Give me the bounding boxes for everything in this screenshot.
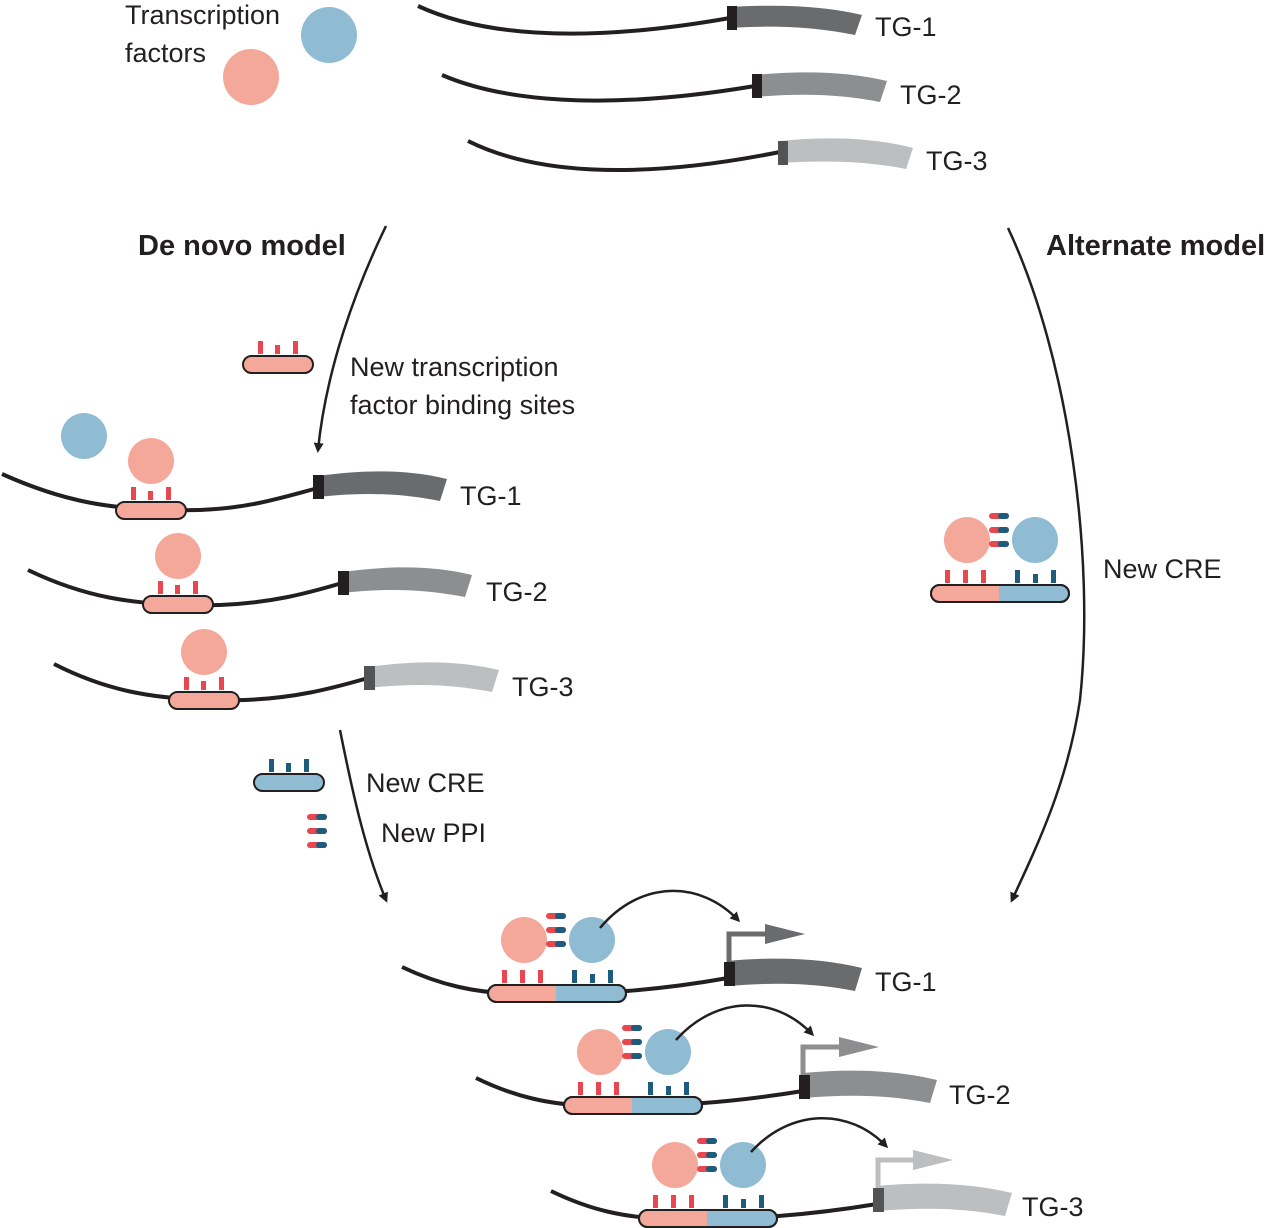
- top-gene-label-tg2: TG-2: [900, 80, 962, 110]
- top-gene-label-tg1: TG-1: [875, 12, 937, 42]
- top-gene-tg1: TG-1: [417, 4, 937, 42]
- intermediate-genes: TG-1 TG-2 TG-3: [1, 413, 574, 710]
- mid-gene-tg3: TG-3: [53, 629, 574, 710]
- final-gene-label-tg2: TG-2: [949, 1080, 1011, 1110]
- unbound-blue-tf: [61, 413, 107, 459]
- new-ppi-label: New PPI: [381, 818, 486, 848]
- new-tfbs-label-line2: factor binding sites: [350, 390, 575, 420]
- new-tfbs-annotation: New transcription factor binding sites: [242, 340, 575, 420]
- activated-genes: TG-1 TG-2 TG-3: [401, 889, 1084, 1227]
- tf-blue-circle: [301, 7, 357, 63]
- final-gene-tg1: TG-1: [401, 889, 937, 1002]
- mid-gene-label-tg2: TG-2: [486, 577, 548, 607]
- alternate-model-title: Alternate model: [1046, 230, 1265, 262]
- alternate-arrow: [1006, 227, 1086, 903]
- new-cre-ppi-annotation: New CRE New PPI: [253, 758, 486, 848]
- top-target-genes: TG-1 TG-2 TG-3: [417, 4, 988, 176]
- final-gene-label-tg1: TG-1: [875, 967, 937, 997]
- mid-gene-label-tg1: TG-1: [460, 481, 522, 511]
- legend-label-line2: factors: [125, 38, 206, 68]
- mid-gene-tg2: TG-2: [27, 533, 548, 614]
- legend: Transcription factors: [125, 0, 357, 105]
- de-novo-arrow-2: [338, 729, 388, 903]
- tf-pink-circle: [223, 49, 279, 105]
- mid-gene-tg1: TG-1: [1, 438, 522, 520]
- final-gene-tg2: TG-2: [475, 1004, 1011, 1114]
- new-tfbs-label-line1: New transcription: [350, 352, 559, 382]
- alternate-new-cre: New CRE: [931, 513, 1222, 602]
- final-gene-tg3: TG-3: [550, 1117, 1084, 1227]
- top-gene-tg3: TG-3: [467, 138, 988, 176]
- final-gene-label-tg3: TG-3: [1022, 1192, 1084, 1222]
- legend-label-line1: Transcription: [125, 0, 280, 30]
- top-gene-label-tg3: TG-3: [926, 146, 988, 176]
- top-gene-tg2: TG-2: [441, 72, 962, 110]
- de-novo-arrow-1: [313, 225, 388, 453]
- de-novo-model-title: De novo model: [138, 230, 346, 262]
- de-novo-new-cre-label: New CRE: [366, 768, 485, 798]
- alternate-new-cre-label: New CRE: [1103, 554, 1222, 584]
- mid-gene-label-tg3: TG-3: [512, 672, 574, 702]
